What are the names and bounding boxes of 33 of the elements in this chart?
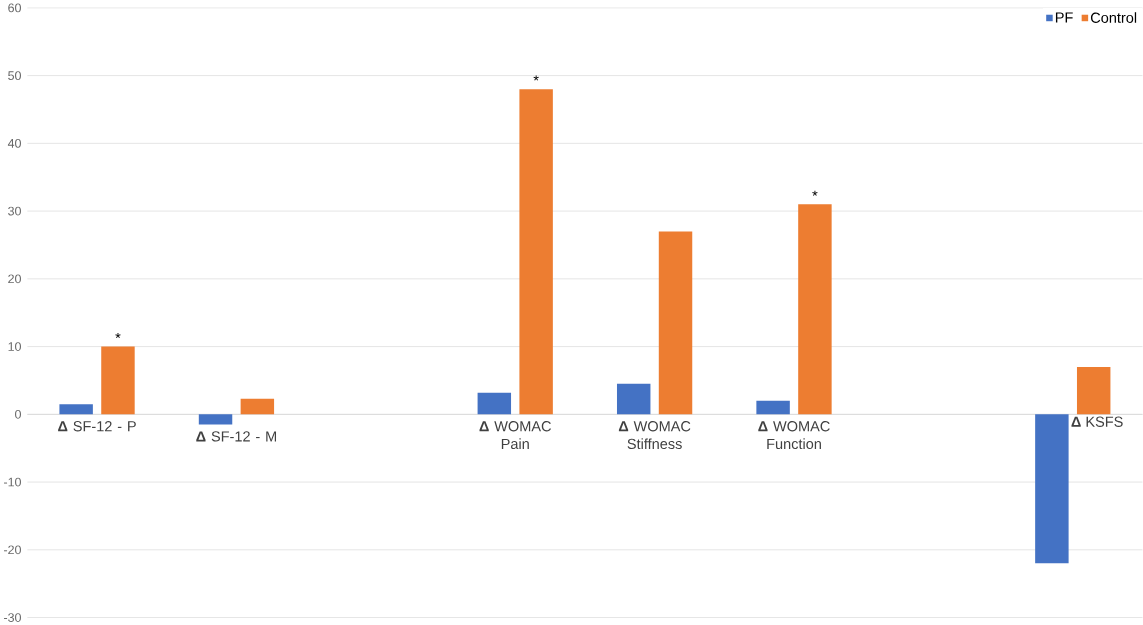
y-tick-label: 50 [8, 70, 21, 80]
bar [240, 398, 275, 415]
legend-label: Control [1090, 12, 1137, 23]
bar [616, 383, 651, 415]
y-tick-label: 60 [8, 3, 21, 13]
y-tick-label: 0 [15, 409, 21, 419]
bar [101, 346, 135, 415]
y-tick-label: 20 [8, 274, 21, 284]
annotation: * [533, 75, 539, 81]
x-tick-label: Δ SF-12 - M [196, 431, 277, 442]
y-tick-label: 10 [8, 341, 21, 351]
bar [477, 392, 512, 415]
annotation: * [115, 332, 121, 338]
y-tick-label: -10 [4, 477, 21, 487]
bar [59, 403, 93, 415]
x-tick-label: Δ WOMAC Function [758, 420, 830, 449]
bar [519, 88, 553, 415]
y-tick-label: 40 [7, 138, 21, 148]
bar [658, 231, 693, 415]
bar [1035, 414, 1069, 564]
y-tick-label: 30 [8, 206, 21, 216]
bar [198, 414, 233, 425]
x-tick-label: Δ WOMAC Stiffness [618, 420, 691, 449]
bar [798, 204, 832, 415]
y-tick-label: -30 [4, 612, 21, 622]
x-tick-label: Δ KSFS [1071, 416, 1123, 427]
bar [1076, 366, 1111, 415]
annotation: * [812, 190, 818, 196]
bar [756, 400, 790, 415]
y-tick-label: -20 [4, 545, 21, 555]
legend-label: PF [1055, 12, 1073, 23]
x-tick-label: Δ WOMAC Pain [479, 420, 551, 449]
x-tick-label: Δ SF-12 - P [58, 420, 136, 432]
